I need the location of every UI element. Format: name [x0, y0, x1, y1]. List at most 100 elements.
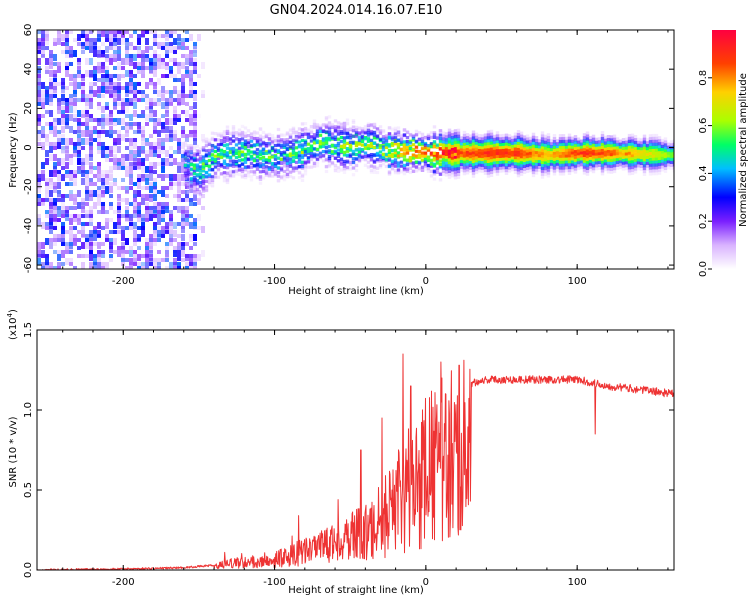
spectrogram-ridge-cell [606, 155, 611, 159]
spectrogram-noise-cell [57, 66, 61, 73]
spectrogram-noise-cell [129, 114, 133, 121]
spectrogram-noise-cell [49, 242, 53, 249]
spectrogram-noise-cell [189, 74, 193, 81]
spectrogram-ridge-cell [456, 128, 461, 132]
spectrogram-noise-cell [53, 162, 57, 169]
spectrogram-ridge-cell [261, 147, 266, 151]
spectrogram-ridge-cell [297, 145, 302, 149]
spectrogram-ridge-cell [381, 129, 386, 133]
spectrogram-ridge-cell [501, 154, 506, 158]
spectrogram-ridge-cell [300, 138, 305, 143]
spectrogram-noise-cell [57, 98, 61, 102]
spectrogram-ridge-cell [549, 147, 554, 152]
spectrogram-ridge-cell [483, 145, 488, 149]
spectrogram-ridge-cell [471, 133, 476, 137]
spectrogram-ridge-cell [651, 157, 656, 161]
spectrogram-ridge-cell [666, 148, 671, 152]
spectrogram-noise-cell [77, 246, 81, 250]
spectrogram-noise-cell [125, 70, 129, 77]
spectrogram-noise-cell [125, 122, 129, 126]
spectrogram-noise-cell [57, 210, 61, 217]
spectrogram-ridge-cell [234, 131, 239, 135]
spectrogram-ridge-cell [225, 130, 230, 134]
spectrogram-ridge-cell [288, 128, 293, 132]
spectrogram-ridge-cell [192, 175, 197, 179]
spectrogram-ridge-cell [369, 170, 374, 174]
spectrogram-noise-cell [89, 98, 93, 102]
spectrogram-ridge-cell [516, 133, 521, 137]
spectrogram-noise-cell [93, 182, 97, 186]
spectrogram-noise-cell [153, 266, 157, 269]
spectrogram-ridge-cell [600, 148, 605, 152]
spectrogram-noise-cell [109, 134, 113, 138]
spectrogram-noise-cell [73, 206, 77, 210]
spectrogram-ridge-cell [198, 166, 203, 170]
spectrogram-noise-cell [169, 222, 173, 226]
spectrogram-ridge-cell [573, 135, 578, 139]
spectrogram-ridge-cell [366, 128, 371, 132]
spectrogram-noise-cell [149, 62, 153, 66]
spectrogram-ridge-cell [279, 139, 284, 143]
spectrogram-noise-cell [117, 250, 121, 257]
spectrogram-noise-cell [157, 42, 161, 49]
spectrogram-noise-cell [53, 182, 57, 189]
spectrogram-ridge-cell [207, 158, 212, 163]
spectrogram-noise-cell [125, 190, 129, 194]
spectrogram-noise-cell [89, 154, 93, 161]
spectrogram-ridge-cell [534, 168, 539, 172]
spectrogram-ridge-cell [282, 156, 287, 160]
spectrogram-ridge-cell [351, 159, 356, 163]
spectrogram-ridge-cell [495, 166, 500, 170]
spectrogram-ridge-cell [516, 156, 521, 160]
spectrogram-ridge-cell [414, 149, 419, 153]
spectrogram-ridge-cell [291, 143, 296, 147]
spectrogram-ridge-cell [300, 165, 305, 169]
spectrogram-ridge-cell [501, 145, 506, 149]
spectrogram-ridge-cell [627, 148, 632, 152]
spectrogram-noise-cell [161, 94, 165, 101]
spectrogram-ridge-cell [201, 189, 206, 193]
spectrogram-ridge-cell [309, 151, 314, 155]
spectrogram-noise-cell [117, 86, 121, 93]
spectrogram-noise-cell [185, 194, 189, 198]
spectrogram-ridge-cell [267, 161, 272, 165]
spectrogram-ridge-cell [393, 164, 398, 168]
spectrogram-noise-cell [145, 30, 149, 34]
spectrogram-noise-cell [125, 162, 129, 166]
spectrogram-ridge-cell [396, 130, 401, 134]
spectrogram-ridge-cell [222, 139, 227, 143]
spectrogram-noise-cell [97, 146, 101, 150]
spectrogram-noise-cell [105, 90, 109, 94]
spectrogram-ridge-cell [279, 157, 284, 161]
spectrogram-ridge-cell [513, 141, 518, 145]
spectrogram-ridge-cell [258, 170, 263, 174]
spectrogram-noise-cell [145, 262, 149, 269]
spectrogram-ridge-cell [474, 162, 479, 166]
spectrogram-ridge-cell [216, 160, 221, 165]
spectrogram-noise-cell [85, 130, 89, 137]
spectrogram-noise-cell [193, 94, 197, 101]
spectrogram-ridge-cell [522, 153, 527, 157]
spectrogram-noise-cell [57, 158, 61, 162]
spectrogram-ridge-cell [351, 120, 356, 125]
spectrogram-noise-cell [165, 222, 169, 229]
spectrogram-ridge-cell [564, 136, 569, 140]
spectrogram-ridge-cell [402, 172, 407, 176]
spectrogram-ridge-cell [405, 148, 410, 152]
spectrogram-ridge-cell [321, 144, 326, 148]
spectrogram-ridge-cell [636, 155, 641, 159]
spectrogram-ridge-cell [657, 153, 662, 158]
spectrogram-ridge-cell [645, 144, 650, 148]
spectrogram-noise-cell [53, 90, 57, 97]
spectrogram-noise-cell [93, 74, 97, 81]
spectrogram-ridge-cell [582, 168, 587, 172]
spectrogram-ridge-cell [531, 159, 536, 163]
spectrogram-ridge-cell [243, 145, 248, 149]
spectrogram-ridge-cell [297, 132, 302, 136]
spectrogram-ridge-cell [207, 152, 212, 156]
spectrogram-noise-cell [61, 214, 65, 218]
spectrogram-noise-cell [101, 150, 105, 154]
spectrogram-ridge-cell [534, 171, 539, 175]
spectrogram-ridge-cell [342, 131, 347, 135]
spectrogram-ridge-cell [186, 168, 191, 172]
